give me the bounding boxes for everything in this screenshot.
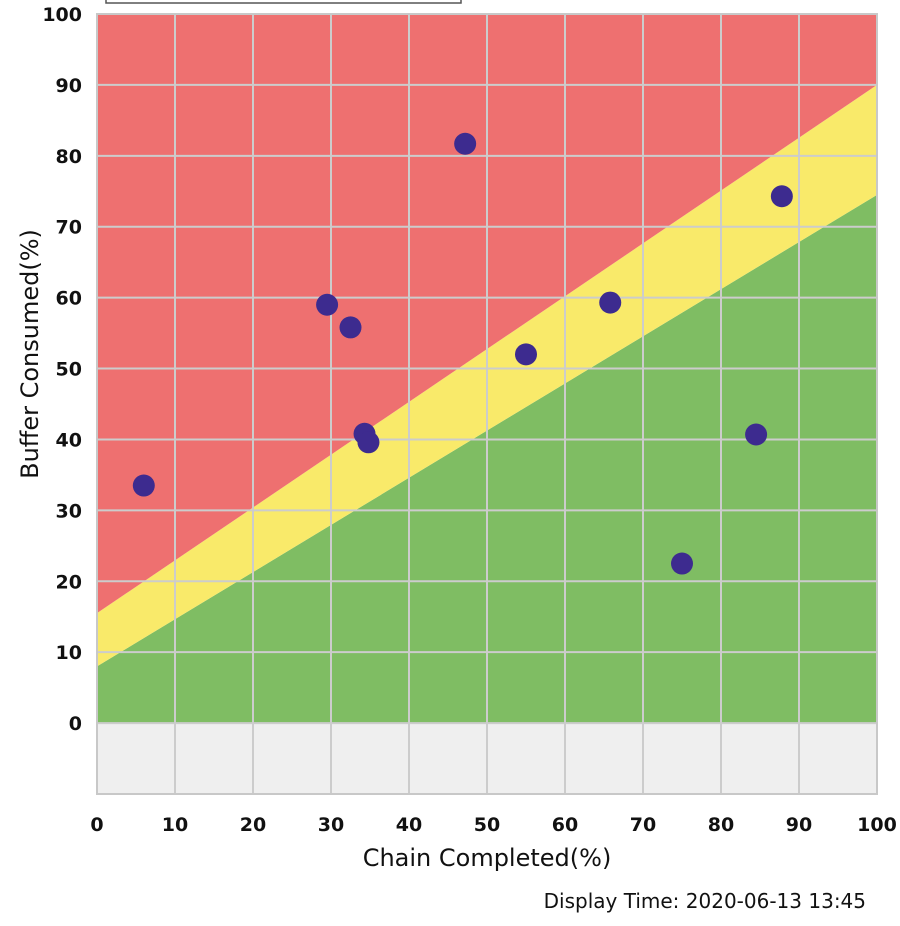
y-tick-label: 30 [56,500,82,522]
x-tick-label: 40 [396,814,422,836]
x-tick-label: 60 [552,814,578,836]
data-point [339,316,362,339]
y-tick-label: 0 [69,713,82,735]
x-tick-label: 90 [786,814,812,836]
y-tick-label: 80 [56,146,82,168]
data-points [132,132,793,575]
data-point [745,423,768,446]
x-tick-label: 20 [240,814,266,836]
x-tick-label: 80 [708,814,734,836]
y-tick-label: 40 [56,429,82,451]
x-tick-label: 30 [318,814,344,836]
x-tick-label: 70 [630,814,656,836]
data-point [357,431,380,454]
y-tick-label: 20 [56,571,82,593]
data-point [770,185,793,208]
y-tick-label: 90 [56,75,82,97]
data-point [671,552,693,575]
y-axis-label: Buffer Consumed(%) [16,229,44,479]
y-tick-label: 70 [56,217,82,239]
y-tick-label: 50 [56,359,82,381]
x-tick-labels: 0 10 20 30 40 50 60 70 80 90 100 [90,814,896,836]
y-tick-label: 10 [56,642,82,664]
x-tick-label: 100 [857,814,897,836]
plot-border [96,13,878,795]
y-tick-label: 100 [42,4,82,26]
x-tick-label: 10 [162,814,188,836]
data-point [132,474,155,497]
data-point [316,293,339,316]
legend-box [105,0,462,4]
x-tick-label: 50 [474,814,500,836]
display-time: Display Time: 2020-06-13 13:45 [544,889,866,913]
data-point [454,132,477,155]
data-point [599,291,622,314]
x-axis-label: Chain Completed(%) [363,844,612,872]
data-point [515,343,537,366]
x-tick-label: 0 [90,814,103,836]
y-tick-label: 60 [56,288,82,310]
